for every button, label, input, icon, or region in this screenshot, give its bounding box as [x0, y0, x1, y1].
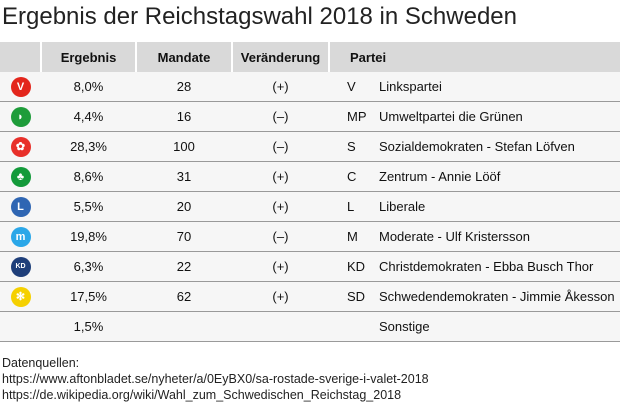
seats-cell: 100	[136, 131, 232, 162]
header-logo	[0, 42, 41, 72]
party-logo-icon: m	[10, 226, 31, 247]
result-cell: 1,5%	[41, 311, 136, 342]
result-cell: 6,3%	[41, 251, 136, 282]
result-cell: 8,0%	[41, 72, 136, 102]
seats-cell: 70	[136, 221, 232, 252]
change-cell: (–)	[232, 101, 329, 132]
party-logo-icon: V	[10, 76, 31, 97]
party-abbr: KD	[347, 259, 366, 274]
party-name: Umweltpartei die Grünen	[379, 109, 523, 124]
party-logo-icon: ◗	[10, 106, 31, 127]
result-cell: 8,6%	[41, 161, 136, 192]
seats-cell: 62	[136, 281, 232, 312]
change-cell: (+)	[232, 72, 329, 102]
party-logo-icon: ✿	[10, 136, 31, 157]
header-change: Veränderung	[231, 42, 329, 72]
source-link[interactable]: https://www.aftonbladet.se/nyheter/a/0Ey…	[2, 372, 429, 386]
change-cell: (–)	[232, 131, 329, 162]
seats-cell: 20	[136, 191, 232, 222]
header-party: Partei	[328, 42, 620, 72]
change-cell: (+)	[232, 251, 329, 282]
change-cell: (–)	[232, 221, 329, 252]
party-name: Sonstige	[379, 319, 430, 334]
table-row: ✿ 28,3% 100 (–) S Sozialdemokraten - Stef…	[0, 131, 620, 162]
result-cell: 5,5%	[41, 191, 136, 222]
table-row: ♣ 8,6% 31 (+) C Zentrum - Annie Lööf	[0, 161, 620, 192]
table-row: m 19,8% 70 (–) M Moderate - Ulf Kristerss…	[0, 221, 620, 252]
party-logo-icon: ♣	[10, 166, 31, 187]
seats-cell: 22	[136, 251, 232, 282]
party-name: Sozialdemokraten - Stefan Löfven	[379, 139, 575, 154]
party-name: Christdemokraten - Ebba Busch Thor	[379, 259, 594, 274]
party-name: Schwedendemokraten - Jimmie Åkesson	[379, 289, 615, 304]
party-abbr: L	[347, 199, 355, 214]
table-row: L 5,5% 20 (+) L Liberale	[0, 191, 620, 222]
seats-cell: 16	[136, 101, 232, 132]
result-cell: 28,3%	[41, 131, 136, 162]
table-row: ◗ 4,4% 16 (–) MP Umweltpartei die Grünen	[0, 101, 620, 132]
party-abbr: MP	[347, 109, 367, 124]
table-row: ✻ 17,5% 62 (+) SD Schwedendemokraten - Ji…	[0, 281, 620, 312]
result-cell: 4,4%	[41, 101, 136, 132]
source-link[interactable]: https://de.wikipedia.org/wiki/Wahl_zum_S…	[2, 388, 402, 402]
party-abbr: C	[347, 169, 357, 184]
change-cell: (+)	[232, 281, 329, 312]
seats-cell: 28	[136, 72, 232, 102]
sources: Datenquellen: https://www.aftonbladet.se…	[2, 355, 429, 403]
result-cell: 17,5%	[41, 281, 136, 312]
change-cell	[232, 311, 329, 342]
party-logo-icon: L	[10, 196, 31, 217]
party-logo-icon: KD	[10, 256, 31, 277]
party-logo-icon: ✻	[10, 286, 31, 307]
table-header: Ergebnis Mandate Veränderung Partei	[0, 42, 620, 72]
change-cell: (+)	[232, 161, 329, 192]
table-row: 1,5% Sonstige	[0, 311, 620, 342]
table-row: KD 6,3% 22 (+) KD Christdemokraten - Ebba…	[0, 251, 620, 282]
header-result: Ergebnis	[40, 42, 136, 72]
party-abbr: S	[347, 139, 356, 154]
sources-label: Datenquellen:	[2, 356, 80, 370]
party-abbr: V	[347, 79, 356, 94]
party-abbr: M	[347, 229, 358, 244]
party-abbr: SD	[347, 289, 366, 304]
table-row: V 8,0% 28 (+) V Linkspartei	[0, 72, 620, 102]
seats-cell	[136, 311, 232, 342]
party-name: Zentrum - Annie Lööf	[379, 169, 501, 184]
results-table: Ergebnis Mandate Veränderung Partei V 8,…	[0, 42, 620, 342]
seats-cell: 31	[136, 161, 232, 192]
page-title: Ergebnis der Reichstagswahl 2018 in Schw…	[2, 3, 517, 30]
header-seats: Mandate	[135, 42, 232, 72]
result-cell: 19,8%	[41, 221, 136, 252]
party-name: Liberale	[379, 199, 426, 214]
party-name: Linkspartei	[379, 79, 442, 94]
party-name: Moderate - Ulf Kristersson	[379, 229, 530, 244]
change-cell: (+)	[232, 191, 329, 222]
